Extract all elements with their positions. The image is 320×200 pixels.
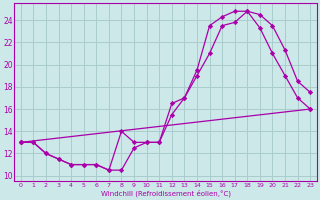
X-axis label: Windchill (Refroidissement éolien,°C): Windchill (Refroidissement éolien,°C) (100, 189, 230, 197)
